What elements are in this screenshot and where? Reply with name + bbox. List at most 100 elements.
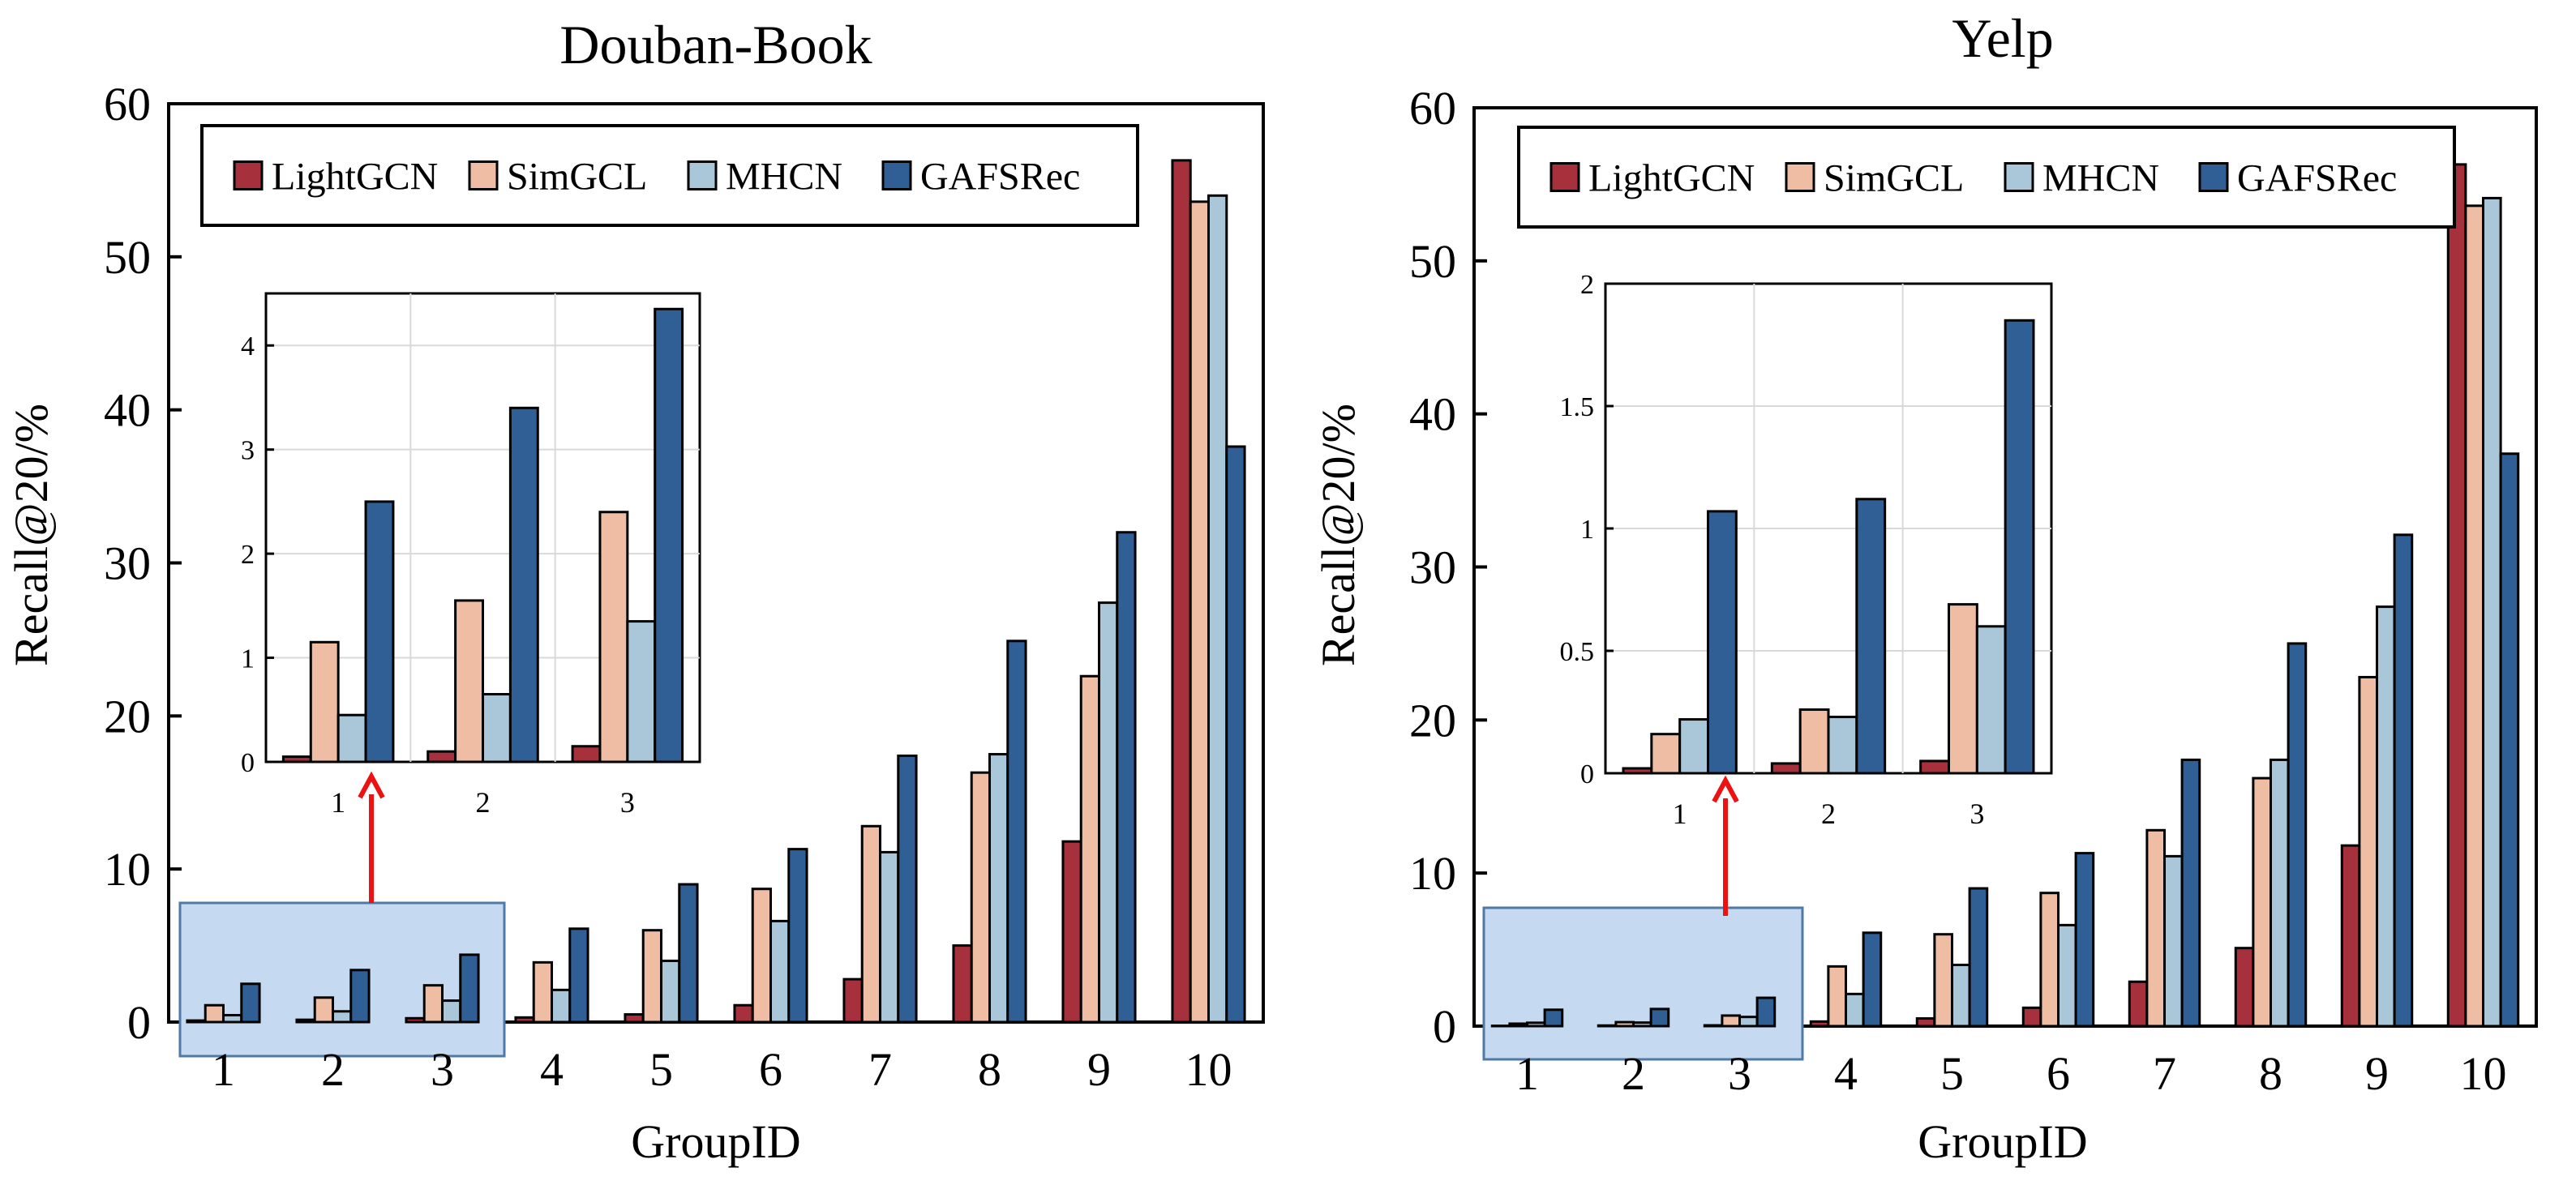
inset-bar-lightgcn-group-2 [1772,764,1800,773]
bar-lightgcn-group-10 [1172,160,1190,1022]
inset-y-tick-label: 0 [241,748,255,778]
zoom-region-highlight [180,903,504,1056]
inset-y-tick-label: 1.5 [1560,392,1595,422]
bar-gafsrec-group-2 [1651,1009,1669,1026]
legend-label-simgcl: SimGCL [507,156,647,199]
inset-x-tick-label: 1 [1673,798,1687,830]
x-tick-label: 3 [431,1043,454,1096]
bar-mhcn-group-3 [1740,1017,1758,1026]
chart-title: Yelp [1952,7,2053,69]
x-tick-label: 8 [978,1043,1001,1096]
bar-lightgcn-group-2 [1598,1025,1616,1026]
inset-bar-lightgcn-group-1 [1623,768,1652,773]
inset-bar-gafsrec-group-3 [655,309,683,762]
legend-swatch-simgcl [1786,164,1814,191]
bar-simgcl-group-9 [2360,677,2377,1026]
bar-gafsrec-group-9 [1117,533,1135,1022]
legend-swatch-gafsrec [883,162,911,190]
y-tick-label: 40 [1409,388,1456,441]
inset-bar-lightgcn-group-2 [428,751,456,762]
legend-label-simgcl: SimGCL [1824,157,1964,200]
bar-lightgcn-group-3 [1704,1025,1722,1026]
x-tick-label: 10 [2460,1047,2507,1100]
bar-simgcl-group-10 [2466,206,2484,1026]
bar-simgcl-group-5 [1935,935,1952,1026]
y-tick-label: 30 [1409,541,1456,594]
x-tick-label: 5 [649,1043,673,1096]
bar-mhcn-group-9 [1099,603,1117,1022]
x-tick-label: 9 [1087,1043,1111,1096]
legend-label-gafsrec: GAFSRec [2237,157,2397,200]
x-tick-label: 6 [759,1043,782,1096]
bar-mhcn-group-2 [1634,1023,1652,1026]
bar-mhcn-group-4 [552,990,570,1022]
bar-lightgcn-group-7 [2129,982,2147,1026]
bar-mhcn-group-10 [1209,195,1227,1022]
bar-gafsrec-group-4 [1863,933,1881,1026]
legend-label-lightgcn: LightGCN [1588,157,1755,200]
y-tick-label: 50 [104,231,151,284]
y-tick-label: 20 [104,690,151,742]
inset-y-tick-label: 0 [1580,759,1594,789]
bar-simgcl-group-3 [424,986,442,1022]
x-tick-label: 5 [1940,1047,1964,1100]
legend-swatch-lightgcn [1551,164,1579,191]
bar-gafsrec-group-3 [1757,998,1775,1026]
inset-y-tick-label: 4 [241,332,255,361]
x-tick-label: 1 [212,1043,235,1096]
bar-lightgcn-group-6 [735,1005,752,1022]
bar-simgcl-group-2 [315,998,332,1022]
y-axis-label: Recall@20/% [1312,404,1365,666]
inset-bar-mhcn-group-1 [338,715,366,762]
bar-lightgcn-group-8 [2235,948,2253,1026]
inset-bar-lightgcn-group-3 [572,746,600,762]
x-tick-label: 4 [1834,1047,1858,1100]
bar-gafsrec-group-10 [2501,454,2518,1026]
bar-mhcn-group-5 [662,960,679,1022]
bar-lightgcn-group-4 [516,1017,534,1022]
bar-mhcn-group-9 [2377,607,2395,1026]
inset-bar-simgcl-group-1 [1652,734,1680,773]
inset-bar-mhcn-group-3 [1977,627,2005,773]
bar-gafsrec-group-6 [2076,853,2094,1026]
bar-gafsrec-group-5 [1970,888,1987,1026]
bar-gafsrec-group-1 [242,984,259,1022]
bar-gafsrec-group-9 [2394,535,2412,1026]
bar-mhcn-group-2 [333,1012,351,1022]
x-tick-label: 9 [2365,1047,2389,1100]
inset-bar-lightgcn-group-1 [283,757,311,762]
x-tick-label: 2 [321,1043,345,1096]
bar-mhcn-group-3 [443,1001,461,1022]
bar-simgcl-group-7 [862,826,880,1022]
inset-bar-mhcn-group-2 [483,695,511,762]
bar-gafsrec-group-6 [789,849,807,1022]
inset-bar-simgcl-group-1 [311,642,338,762]
legend-label-mhcn: MHCN [2042,157,2159,200]
inset-bar-gafsrec-group-1 [1708,511,1737,773]
bar-simgcl-group-6 [752,889,770,1022]
bar-lightgcn-group-9 [2342,845,2360,1026]
y-tick-label: 50 [1409,235,1456,288]
bar-simgcl-group-7 [2147,830,2165,1026]
y-tick-label: 60 [104,78,151,130]
inset-y-tick-label: 2 [241,540,255,570]
bar-simgcl-group-10 [1190,202,1208,1022]
inset-bar-simgcl-group-2 [456,601,483,762]
bar-mhcn-group-6 [2059,925,2077,1026]
bar-simgcl-group-4 [1828,966,1846,1026]
bar-lightgcn-group-4 [1811,1021,1828,1026]
inset-y-tick-label: 0.5 [1560,637,1595,667]
bar-mhcn-group-4 [1846,994,1864,1026]
inset-bar-gafsrec-group-2 [1857,499,1885,773]
bar-lightgcn-group-7 [844,979,862,1022]
legend-swatch-simgcl [469,162,497,190]
inset-x-tick-label: 2 [476,786,491,819]
bar-mhcn-group-8 [2271,759,2289,1026]
x-tick-label: 10 [1185,1043,1232,1096]
y-tick-label: 30 [104,537,151,590]
bar-gafsrec-group-10 [1227,447,1245,1022]
